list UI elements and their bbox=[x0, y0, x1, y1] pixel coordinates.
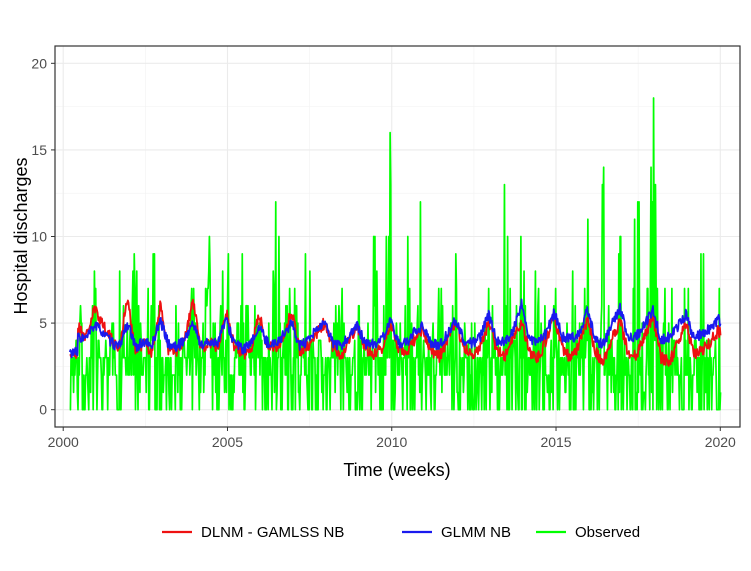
y-tick-label: 5 bbox=[39, 315, 47, 331]
y-axis: 0 5 10 15 20 bbox=[31, 55, 55, 418]
y-tick-label: 0 bbox=[39, 402, 47, 418]
legend: DLNM - GAMLSS NB GLMM NB Observed bbox=[162, 524, 640, 541]
legend-label: Observed bbox=[575, 524, 640, 541]
x-axis-title: Time (weeks) bbox=[343, 460, 450, 480]
y-tick-label: 10 bbox=[31, 229, 47, 245]
x-tick-label: 2005 bbox=[212, 434, 243, 450]
y-axis-title: Hospital discharges bbox=[11, 157, 31, 314]
x-tick-label: 2020 bbox=[705, 434, 736, 450]
x-tick-label: 2000 bbox=[48, 434, 79, 450]
legend-label: GLMM NB bbox=[441, 524, 511, 541]
series-layer bbox=[68, 97, 722, 411]
y-tick-label: 20 bbox=[31, 55, 47, 71]
x-tick-label: 2015 bbox=[540, 434, 571, 450]
x-axis: 2000 2005 2010 2015 2020 bbox=[48, 427, 736, 450]
x-tick-label: 2010 bbox=[376, 434, 407, 450]
y-tick-label: 15 bbox=[31, 142, 47, 158]
series-line-glmm-nb bbox=[68, 298, 722, 359]
legend-label: DLNM - GAMLSS NB bbox=[201, 524, 344, 541]
